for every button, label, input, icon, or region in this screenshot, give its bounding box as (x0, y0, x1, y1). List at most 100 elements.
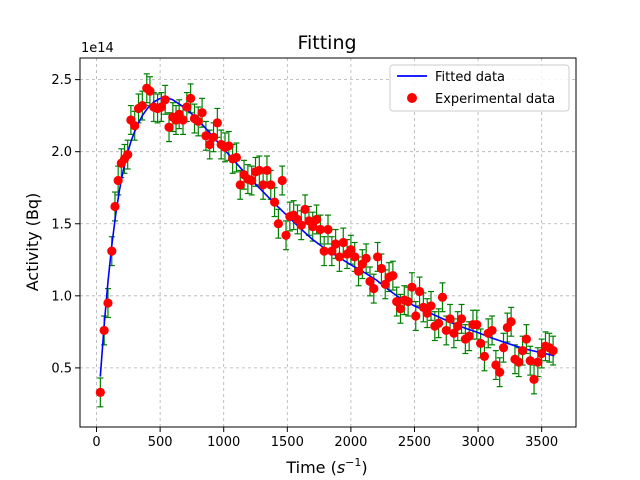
data-point (449, 328, 459, 338)
data-point (247, 175, 257, 186)
data-point (334, 252, 345, 262)
data-point (178, 115, 188, 125)
data-point (369, 284, 379, 294)
data-point (525, 356, 535, 366)
data-point (182, 102, 192, 112)
data-point (327, 246, 337, 256)
x-tick-label: 1000 (207, 435, 240, 450)
data-point (99, 325, 109, 336)
legend-points-label: Experimental data (435, 92, 555, 107)
data-point (529, 374, 539, 385)
data-point (113, 175, 123, 186)
data-point (479, 351, 490, 361)
y-tick-label: 2.5 (51, 73, 72, 88)
data-point (445, 314, 455, 324)
x-ticks: 0 500 1000 1500 2000 2500 3000 3500 (92, 427, 558, 450)
data-point (521, 334, 532, 344)
x-axis-title-symbol: s (337, 458, 345, 477)
data-point (487, 325, 497, 336)
y-tick-label: 1.5 (51, 217, 72, 232)
data-point (95, 387, 105, 398)
data-point (422, 308, 432, 318)
data-point (269, 197, 280, 207)
data-point (323, 224, 333, 235)
data-point (300, 204, 310, 214)
data-point (123, 149, 133, 160)
data-point (403, 296, 413, 307)
x-axis-title: Time (s−1) (285, 456, 367, 477)
x-tick-label: 1500 (271, 435, 304, 450)
data-point (533, 357, 543, 367)
y-tick-label: 1.0 (51, 289, 72, 304)
data-point (208, 132, 219, 142)
data-point (319, 246, 329, 256)
data-point (548, 346, 558, 356)
points (95, 83, 558, 398)
data-point (254, 165, 264, 176)
data-point (392, 296, 402, 307)
data-point (537, 348, 547, 359)
chart-title: Fitting (297, 32, 356, 54)
data-point (517, 346, 528, 356)
y-axis-title: Activity (Bq) (23, 193, 42, 292)
data-point (156, 102, 166, 112)
data-point (201, 131, 211, 141)
data-point (212, 118, 222, 128)
y-ticks: 0.5 1.0 1.5 2.0 2.5 (51, 73, 80, 376)
data-point (476, 338, 486, 348)
y-exponent-label: 1e14 (81, 41, 114, 56)
data-point (346, 245, 356, 255)
data-point (145, 86, 155, 96)
data-point (262, 165, 272, 176)
data-point (353, 266, 364, 276)
data-point (331, 239, 341, 249)
data-point (277, 175, 287, 186)
data-point (426, 301, 436, 311)
data-point (258, 180, 268, 190)
data-point (437, 292, 448, 302)
data-point (315, 224, 325, 235)
legend-box (389, 64, 570, 112)
data-point (506, 317, 516, 327)
plot-frame (79, 57, 577, 428)
data-point (110, 201, 120, 212)
data-point (411, 311, 421, 321)
data-point (205, 139, 215, 150)
data-point (193, 116, 203, 127)
x-tick-label: 3500 (525, 435, 558, 450)
data-point (107, 246, 117, 256)
data-point (453, 321, 463, 331)
data-point (388, 271, 398, 281)
x-tick-label: 500 (148, 435, 173, 450)
x-axis-title-main: Time ( (285, 458, 336, 477)
data-point (186, 93, 196, 103)
data-point (231, 152, 242, 163)
data-point (296, 220, 306, 230)
data-point (376, 263, 387, 274)
data-point (197, 108, 207, 118)
x-tick-label: 2500 (398, 435, 431, 450)
data-point (160, 95, 170, 105)
data-point (434, 318, 444, 328)
data-point (266, 180, 276, 190)
data-point (281, 230, 291, 240)
data-point (273, 219, 283, 229)
data-point (407, 282, 417, 292)
data-point (472, 320, 482, 330)
data-point (164, 122, 174, 132)
data-point (130, 121, 140, 131)
x-tick-label: 3000 (462, 435, 495, 450)
data-point (350, 252, 360, 262)
x-tick-label: 0 (92, 435, 100, 450)
data-point (491, 360, 501, 370)
data-point (311, 214, 322, 225)
legend-fit-label: Fitted data (435, 70, 505, 85)
data-point (380, 279, 390, 289)
data-point (137, 100, 147, 111)
data-point (224, 141, 234, 151)
data-point (414, 286, 425, 297)
data-point (441, 325, 451, 336)
y-tick-label: 2.0 (51, 145, 72, 160)
x-axis-title-exponent: −1 (345, 456, 361, 469)
